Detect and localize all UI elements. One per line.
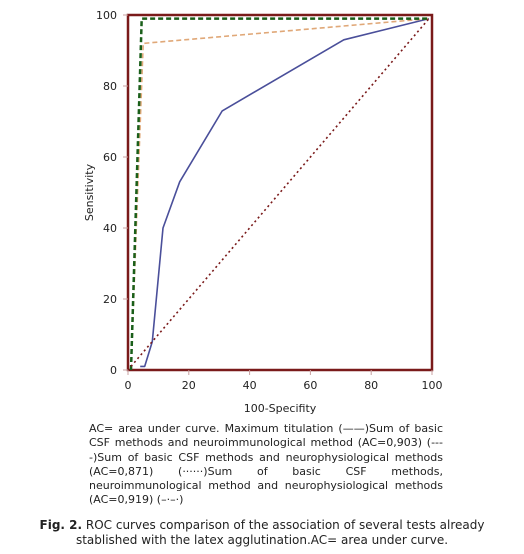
x-tick-label: 20 — [182, 379, 196, 392]
x-axis-title: 100-Specifity — [244, 402, 317, 415]
x-tick-label: 60 — [303, 379, 317, 392]
series-line-4 — [130, 18, 430, 367]
x-tick-label: 40 — [243, 379, 257, 392]
series-lines — [129, 17, 430, 371]
y-tick-label: 20 — [103, 293, 117, 306]
y-axis-title: Sensitivity — [83, 163, 96, 221]
y-axis-ticks: 0 20 40 60 80 100 — [96, 9, 128, 377]
y-tick-label: 60 — [103, 151, 117, 164]
plot-border — [126, 13, 434, 372]
figure-caption: Fig. 2. ROC curves comparison of the ass… — [8, 518, 516, 548]
x-tick-label: 0 — [125, 379, 132, 392]
figure-caption-text: ROC curves comparison of the association… — [75, 518, 485, 547]
y-tick-label: 0 — [110, 364, 117, 377]
x-tick-label: 100 — [422, 379, 443, 392]
plot-frame — [126, 13, 434, 372]
x-tick-label: 80 — [364, 379, 378, 392]
x-axis-ticks: 0 20 40 60 80 100 — [125, 370, 443, 392]
legend-note: AC= area under curve. Maximum titulation… — [89, 422, 443, 507]
series-line-1 — [140, 17, 430, 368]
y-tick-label: 100 — [96, 9, 117, 22]
figure-caption-label: Fig. 2. — [39, 518, 83, 532]
y-tick-label: 80 — [103, 80, 117, 93]
y-tick-label: 40 — [103, 222, 117, 235]
